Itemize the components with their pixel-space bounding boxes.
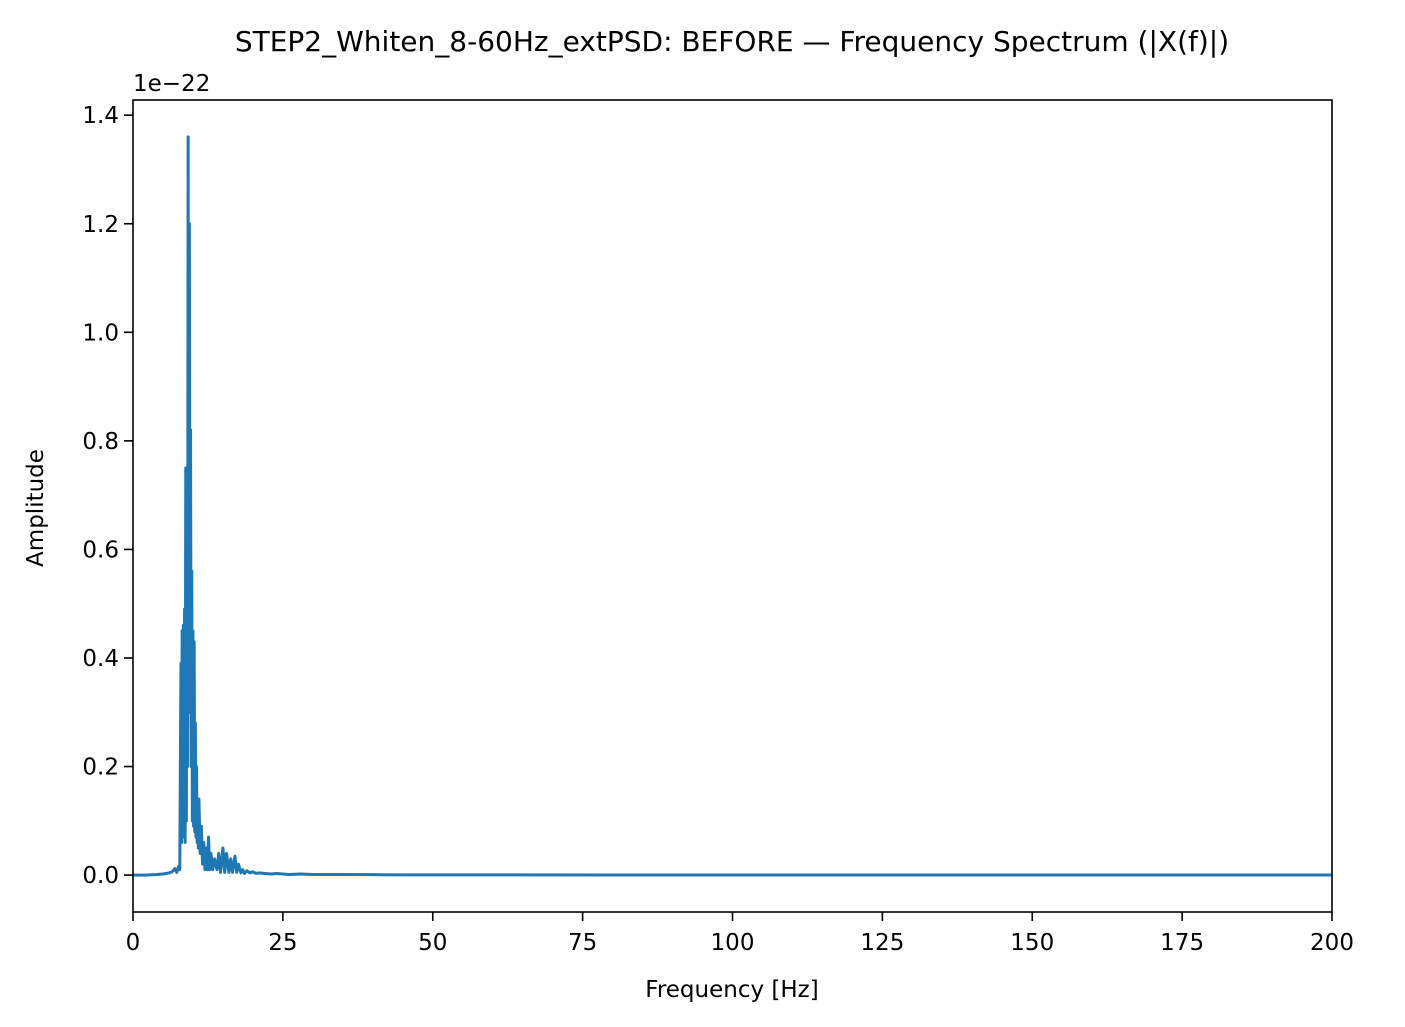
y-tick-label: 1.0 bbox=[82, 320, 119, 346]
x-tick-label: 0 bbox=[126, 930, 141, 956]
x-tick-label: 175 bbox=[1160, 930, 1204, 956]
x-axis-ticks: 0 25 50 75 100 125 150 175 200 bbox=[126, 912, 1354, 956]
x-tick-label: 125 bbox=[860, 930, 904, 956]
x-tick-label: 75 bbox=[568, 930, 597, 956]
y-axis-label: Amplitude bbox=[23, 449, 49, 567]
y-tick-label: 0.2 bbox=[82, 755, 119, 781]
y-tick-label: 0.6 bbox=[82, 537, 119, 563]
x-tick-label: 100 bbox=[711, 930, 755, 956]
y-tick-label: 0.4 bbox=[82, 646, 119, 672]
x-axis-label: Frequency [Hz] bbox=[645, 977, 818, 1003]
chart-title: STEP2_Whiten_8-60Hz_extPSD: BEFORE — Fre… bbox=[235, 25, 1229, 58]
y-tick-label: 0.8 bbox=[82, 429, 119, 455]
y-tick-label: 1.4 bbox=[82, 103, 119, 129]
y-tick-label: 0.0 bbox=[82, 863, 119, 889]
y-tick-label: 1.2 bbox=[82, 212, 119, 238]
x-tick-label: 25 bbox=[268, 930, 297, 956]
series-line-0 bbox=[133, 135, 1332, 877]
x-tick-label: 200 bbox=[1310, 930, 1354, 956]
series-layer bbox=[133, 135, 1332, 877]
y-axis-ticks: 0.0 0.2 0.4 0.6 0.8 1.0 1.2 1.4 bbox=[82, 103, 133, 889]
x-tick-label: 50 bbox=[418, 930, 447, 956]
y-axis-offset-text: 1e−22 bbox=[133, 71, 210, 97]
plot-area-frame bbox=[132, 99, 1333, 913]
x-tick-label: 150 bbox=[1010, 930, 1054, 956]
